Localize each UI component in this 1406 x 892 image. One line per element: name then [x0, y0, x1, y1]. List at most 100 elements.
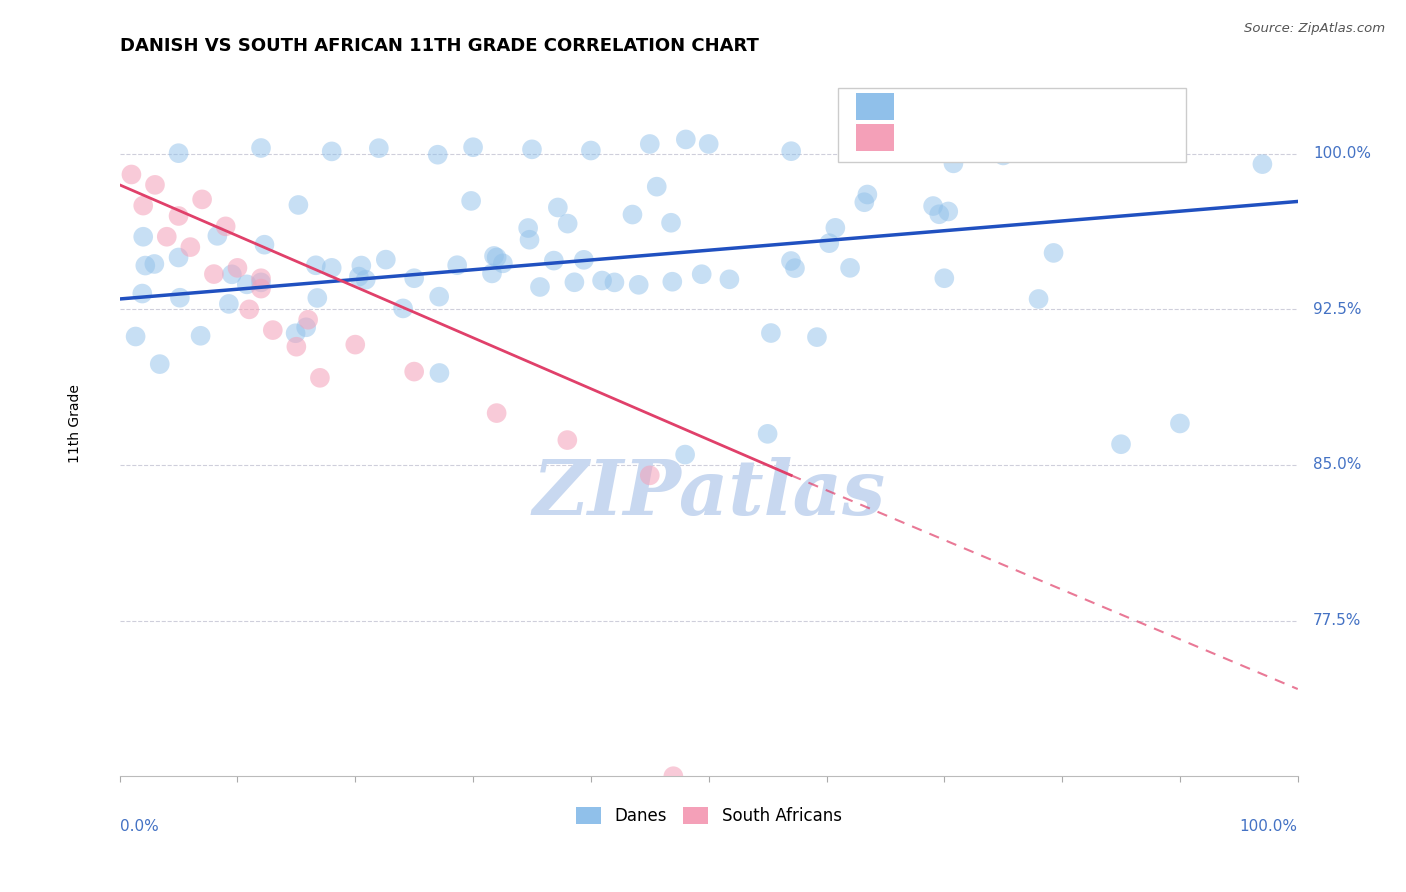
Point [659, 216, 682, 230]
Text: 92.5%: 92.5% [1313, 301, 1361, 317]
Point [191, 193, 214, 207]
Point [238, 302, 260, 317]
Point [851, 139, 873, 153]
Point [621, 208, 644, 222]
Text: 0.0%: 0.0% [120, 819, 159, 833]
Point [167, 251, 190, 265]
Legend: Danes, South Africans: Danes, South Africans [569, 800, 848, 831]
Point [1251, 157, 1274, 171]
Point [124, 329, 146, 343]
Point [120, 168, 142, 182]
Point [1168, 417, 1191, 431]
Point [697, 136, 720, 151]
Point [557, 433, 579, 447]
Point [167, 209, 190, 223]
Point [1074, 144, 1097, 158]
Point [250, 276, 273, 290]
Point [236, 277, 259, 292]
Point [134, 259, 156, 273]
Point [942, 156, 965, 170]
Point [202, 267, 225, 281]
Point [928, 207, 950, 221]
Point [481, 267, 503, 281]
Text: Source: ZipAtlas.com: Source: ZipAtlas.com [1244, 22, 1385, 36]
Point [404, 271, 426, 285]
Point [675, 132, 697, 146]
Text: DANISH VS SOUTH AFRICAN 11TH GRADE CORRELATION CHART: DANISH VS SOUTH AFRICAN 11TH GRADE CORRE… [120, 37, 758, 55]
Point [218, 297, 240, 311]
Point [350, 259, 373, 273]
Point [903, 137, 925, 152]
FancyBboxPatch shape [856, 94, 894, 120]
Point [295, 320, 318, 334]
Point [806, 330, 828, 344]
Point [156, 229, 179, 244]
Point [780, 254, 803, 268]
Point [132, 199, 155, 213]
Point [354, 273, 377, 287]
Point [627, 277, 650, 292]
Point [579, 144, 602, 158]
Point [347, 269, 370, 284]
Point [517, 221, 540, 235]
Point [1109, 437, 1132, 451]
Point [934, 271, 956, 285]
Point [856, 187, 879, 202]
Point [922, 199, 945, 213]
Point [993, 148, 1015, 162]
Text: R = -0.458   N = 29: R = -0.458 N = 29 [908, 130, 1070, 145]
Point [426, 147, 449, 161]
Point [718, 272, 741, 286]
Point [427, 290, 450, 304]
Text: 77.5%: 77.5% [1313, 613, 1361, 628]
Point [149, 357, 172, 371]
FancyBboxPatch shape [838, 88, 1185, 162]
Point [250, 271, 273, 285]
Point [673, 448, 696, 462]
Point [783, 261, 806, 276]
Text: 11th Grade: 11th Grade [67, 384, 82, 463]
Point [543, 253, 565, 268]
Point [818, 236, 841, 251]
Text: ZIPatlas: ZIPatlas [531, 457, 886, 531]
Point [344, 337, 367, 351]
Point [557, 217, 579, 231]
FancyBboxPatch shape [856, 124, 894, 151]
Point [132, 229, 155, 244]
Point [143, 178, 166, 192]
Point [520, 142, 543, 156]
Point [910, 136, 932, 150]
Point [756, 426, 779, 441]
Point [492, 256, 515, 270]
Point [429, 366, 451, 380]
Point [645, 179, 668, 194]
Point [661, 275, 683, 289]
Point [321, 145, 343, 159]
Point [485, 406, 508, 420]
Point [564, 275, 586, 289]
Point [519, 233, 541, 247]
Point [460, 194, 482, 208]
Point [547, 201, 569, 215]
Point [759, 326, 782, 340]
Point [221, 268, 243, 282]
Point [215, 219, 238, 234]
Point [936, 204, 959, 219]
Point [190, 328, 212, 343]
Point [169, 291, 191, 305]
Point [1042, 246, 1064, 260]
Point [392, 301, 415, 316]
Point [309, 371, 332, 385]
Point [285, 340, 308, 354]
Text: R =  0.409   N = 90: R = 0.409 N = 90 [908, 99, 1069, 114]
Point [529, 280, 551, 294]
Point [131, 286, 153, 301]
Point [250, 282, 273, 296]
Point [253, 237, 276, 252]
Point [638, 468, 661, 483]
Point [404, 365, 426, 379]
Text: 85.0%: 85.0% [1313, 458, 1361, 473]
Point [603, 276, 626, 290]
Point [226, 260, 249, 275]
Point [297, 312, 319, 326]
